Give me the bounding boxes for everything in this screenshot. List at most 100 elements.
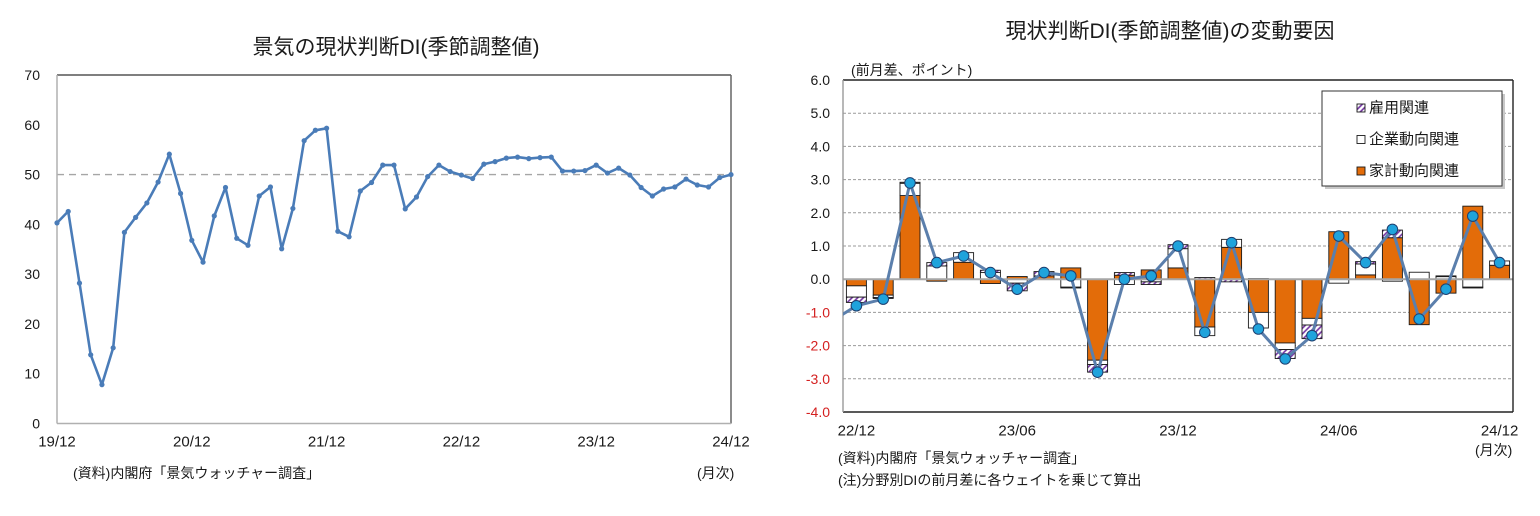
bar-segment-corporate — [1301, 317, 1323, 326]
y-tick-label: 60 — [24, 117, 40, 133]
data-point — [514, 154, 521, 160]
y-tick-label: 5.0 — [811, 105, 831, 121]
data-point — [436, 162, 442, 168]
data-point — [503, 155, 509, 161]
data-point — [222, 184, 229, 191]
data-point — [402, 206, 408, 212]
data-point — [616, 165, 622, 171]
bar-segment-household — [1194, 278, 1216, 328]
x-tick-label: 23/06 — [998, 423, 1036, 440]
data-point — [627, 172, 633, 178]
right-frequency-label: (月次) — [1475, 442, 1513, 458]
legend-box — [1321, 90, 1503, 187]
bar-segment-household — [953, 261, 975, 280]
total-change-point — [904, 177, 916, 189]
bar-segment-employment — [1060, 286, 1082, 289]
data-point — [110, 345, 116, 351]
bar-segment-corporate — [845, 285, 867, 298]
y-tick-label: 3.0 — [811, 172, 831, 188]
x-tick-label: 22/12 — [443, 434, 481, 451]
right-unit-label: (前月差、ポイント) — [851, 62, 973, 78]
y-tick-label: 6.0 — [811, 72, 831, 88]
x-tick-label: 21/12 — [308, 434, 346, 451]
data-point — [548, 154, 554, 160]
y-tick-label: 2.0 — [811, 205, 831, 221]
data-point — [470, 175, 476, 182]
data-point — [526, 156, 532, 162]
y-tick-label: 30 — [24, 266, 40, 282]
data-point — [638, 184, 644, 191]
data-point — [380, 162, 386, 168]
x-tick-label: 22/12 — [838, 423, 876, 440]
data-point — [391, 162, 397, 168]
data-point — [425, 173, 431, 180]
y-tick-label: -3.0 — [806, 371, 830, 387]
data-point — [301, 138, 307, 144]
x-tick-label: 23/12 — [1159, 423, 1197, 440]
data-point — [256, 193, 262, 199]
data-point — [694, 182, 700, 188]
legend-label: 家計動向関連 — [1369, 163, 1459, 180]
left-chart-plot: 0 10 20 30 40 50 60 70 19/12 20/12 21/12 22/12 23/12… — [24, 67, 749, 451]
y-tick-label: 50 — [24, 167, 40, 183]
x-tick-label: 24/12 — [1481, 423, 1519, 440]
data-point — [121, 229, 127, 235]
bar-segment-household — [1381, 237, 1403, 280]
bar-stack — [899, 181, 921, 280]
data-point — [604, 170, 611, 176]
bar-segment-corporate — [1274, 342, 1296, 351]
total-change-point — [1359, 256, 1372, 269]
y-tick-label: 10 — [24, 366, 40, 382]
total-change-point — [1065, 270, 1077, 282]
x-tick-label: 19/12 — [38, 434, 76, 451]
data-point — [593, 162, 599, 168]
total-change-point — [850, 299, 863, 312]
total-change-point — [1145, 270, 1157, 282]
left-chart-title: 景気の現状判断DI(季節調整値) — [252, 36, 540, 59]
data-point — [537, 155, 543, 161]
right-chart-plot: 6.0 5.0 4.0 3.0 2.0 1.0 0.0 -1.0 -2.0 -3.0 -4.0 22/… — [806, 72, 1518, 440]
total-change-point — [1038, 266, 1050, 279]
bar-segment-employment — [1462, 286, 1484, 289]
left-frequency-label: (月次) — [697, 465, 735, 481]
bar-segment-corporate — [1408, 271, 1430, 280]
y-tick-label: 70 — [24, 67, 40, 83]
data-point — [728, 171, 734, 178]
data-point — [324, 125, 330, 131]
data-point — [413, 194, 420, 200]
bar-stack — [1087, 278, 1109, 373]
data-point — [481, 161, 487, 167]
data-point — [447, 168, 453, 175]
data-point — [357, 188, 363, 194]
data-point — [649, 193, 655, 199]
data-point — [76, 280, 83, 286]
bar-segment-corporate — [1462, 278, 1484, 288]
data-point — [65, 208, 71, 215]
y-tick-label: -4.0 — [806, 404, 830, 420]
data-point — [683, 176, 689, 182]
total-change-point — [1279, 353, 1291, 365]
total-change-point — [984, 266, 997, 279]
total-change-point — [1011, 283, 1024, 295]
y-tick-label: 40 — [24, 216, 40, 232]
data-point — [582, 167, 588, 174]
total-change-point — [1091, 366, 1104, 378]
data-point — [200, 259, 206, 265]
bar-segment-employment — [1435, 275, 1457, 278]
data-point — [346, 234, 352, 240]
total-change-point — [1333, 230, 1345, 242]
y-tick-label: 4.0 — [811, 138, 831, 154]
legend-marker-corporate — [1356, 135, 1366, 144]
total-change-point — [877, 293, 890, 305]
data-point — [492, 159, 498, 165]
data-point — [312, 127, 318, 133]
data-point — [559, 168, 566, 174]
data-point — [717, 174, 723, 181]
data-point — [279, 246, 285, 252]
data-point — [672, 184, 678, 190]
total-change-point — [1440, 283, 1452, 295]
data-point — [211, 213, 217, 219]
total-change-point — [1386, 223, 1399, 236]
right-chart-body: 6.0 5.0 4.0 3.0 2.0 1.0 0.0 -1.0 -2.0 -3.0 -4.0 22/… — [806, 72, 1518, 440]
